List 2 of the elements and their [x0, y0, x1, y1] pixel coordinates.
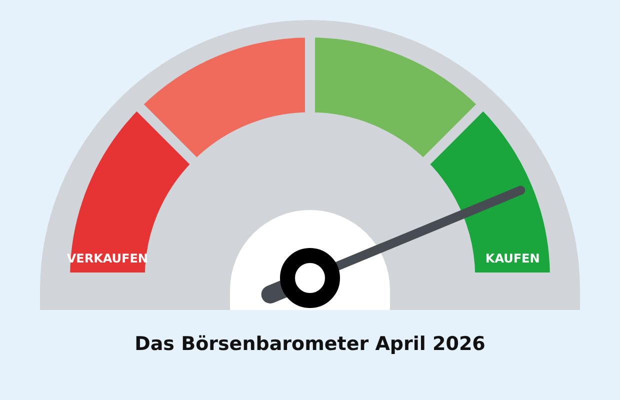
- text: Das Börsenbarometer April 2026: [134, 333, 486, 355]
- slice-label: KAUFEN: [485, 252, 540, 266]
